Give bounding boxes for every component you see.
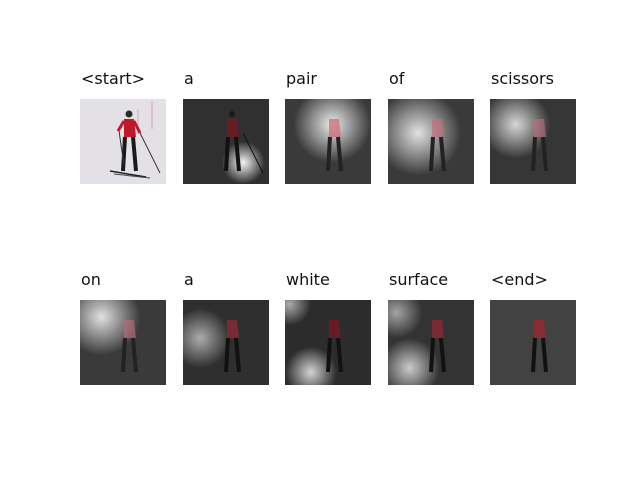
attention-map <box>183 99 269 184</box>
attention-map <box>285 99 371 184</box>
token-panel-scissors: scissors <box>490 69 576 184</box>
original-skier-image <box>80 99 166 184</box>
token-panel-a: a <box>183 69 269 184</box>
token-label: a <box>184 69 194 88</box>
token-panel-a-2: a <box>183 270 269 385</box>
token-panel-of: of <box>388 69 474 184</box>
token-label: of <box>389 69 405 88</box>
attention-map <box>183 300 269 385</box>
token-panel-pair: pair <box>285 69 371 184</box>
attention-map <box>388 99 474 184</box>
attention-map <box>388 300 474 385</box>
attention-map <box>80 300 166 385</box>
token-label: scissors <box>491 69 554 88</box>
token-panel-end: <end> <box>490 270 576 385</box>
attention-map <box>285 300 371 385</box>
token-label: white <box>286 270 330 289</box>
token-panel-start: <start> <box>80 69 166 184</box>
token-label: on <box>81 270 101 289</box>
token-label: <start> <box>81 69 146 88</box>
token-label: <end> <box>491 270 548 289</box>
token-panel-white: white <box>285 270 371 385</box>
token-label: surface <box>389 270 449 289</box>
attention-map <box>490 99 576 184</box>
token-label: a <box>184 270 194 289</box>
token-panel-on: on <box>80 270 166 385</box>
token-panel-surface: surface <box>388 270 474 385</box>
attention-map <box>490 300 576 385</box>
token-label: pair <box>286 69 317 88</box>
